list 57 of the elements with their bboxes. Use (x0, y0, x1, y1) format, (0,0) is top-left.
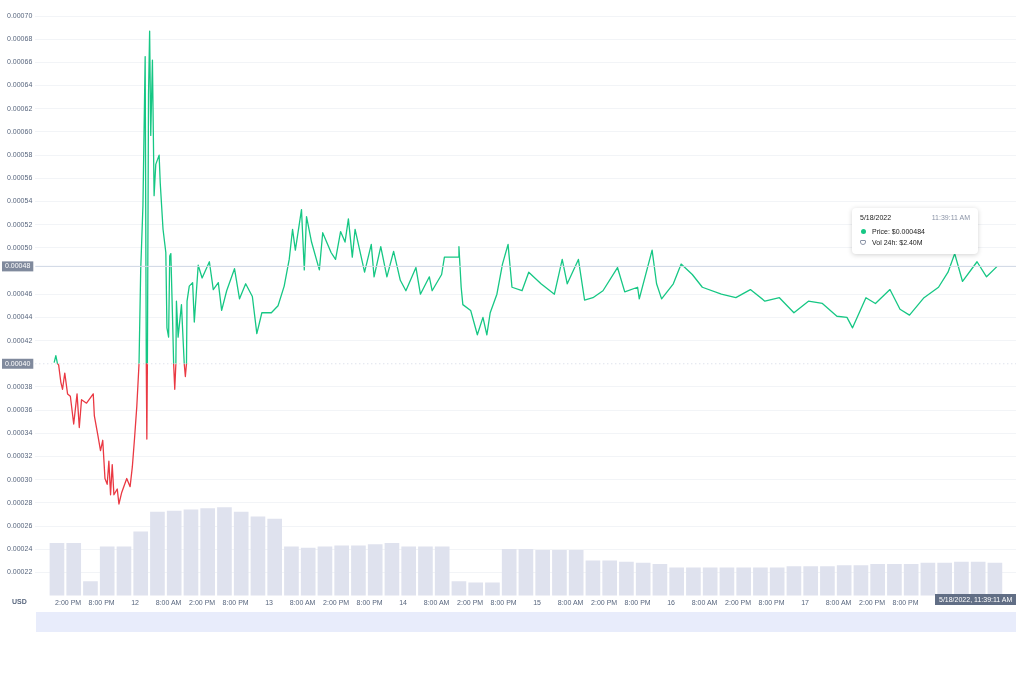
bar (451, 581, 467, 596)
bar (485, 582, 500, 596)
bar (853, 565, 869, 596)
bar (418, 546, 433, 596)
bar (300, 547, 316, 596)
bar (267, 518, 283, 596)
bar (937, 562, 952, 596)
bar (753, 567, 768, 596)
bar (367, 544, 383, 596)
bar (836, 565, 852, 596)
bar (585, 560, 601, 596)
bar (317, 546, 333, 596)
bar (183, 509, 199, 596)
bar (468, 582, 484, 596)
bar (602, 560, 618, 596)
bar (150, 511, 165, 596)
bar (334, 545, 350, 596)
bar (903, 563, 919, 596)
bar (99, 546, 115, 596)
bar (217, 507, 232, 596)
bar (736, 567, 751, 596)
bar (401, 546, 417, 596)
bar (250, 516, 266, 596)
bar (166, 510, 182, 596)
bar (987, 562, 1003, 596)
bar (970, 561, 986, 596)
bar (686, 567, 701, 596)
bar (619, 561, 634, 596)
bar (920, 562, 936, 596)
bar (501, 548, 517, 596)
bar (351, 545, 366, 596)
bar (66, 543, 82, 596)
bar (803, 566, 818, 596)
bar (233, 511, 249, 596)
bar (669, 567, 684, 596)
bar (49, 543, 65, 596)
bar (83, 581, 98, 596)
bar (133, 531, 149, 596)
bar (870, 563, 885, 596)
bar (954, 561, 969, 596)
bar (116, 546, 132, 596)
bar (887, 563, 902, 596)
bar (518, 548, 534, 596)
bar (769, 567, 785, 596)
bar (434, 546, 450, 596)
bar (200, 508, 216, 596)
bar (384, 543, 400, 596)
bar (552, 550, 567, 596)
bar (786, 566, 802, 596)
bar (719, 567, 735, 596)
bar (535, 550, 551, 596)
bar (702, 567, 718, 596)
bar (820, 566, 835, 596)
bar (652, 563, 668, 596)
bar (635, 562, 651, 596)
bar (284, 546, 299, 596)
bar (568, 550, 584, 596)
